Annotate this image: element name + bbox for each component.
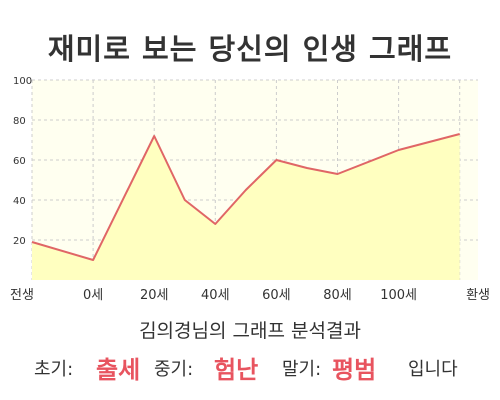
y-tick-label: 20 — [13, 236, 26, 247]
late-label: 말기: — [282, 359, 322, 380]
x-tick-label: 40세 — [201, 288, 230, 303]
mid-value: 험난 — [214, 356, 259, 384]
analysis-subtitle: 김의경님의 그래프 분석결과 — [139, 320, 361, 342]
ending-text: 입니다 — [408, 359, 458, 380]
early-label: 초기: — [34, 359, 74, 380]
x-tick-label: 80세 — [323, 288, 352, 303]
x-tick-label: 100세 — [380, 288, 417, 303]
y-axis-ticks: 20 40 60 80 100 — [13, 76, 32, 247]
x-tick-label: 0세 — [83, 288, 103, 303]
early-value: 출세 — [96, 356, 141, 384]
y-tick-label: 60 — [13, 156, 26, 167]
series-line — [31, 133, 460, 261]
analysis-result: 초기: 출세 중기: 험난 말기: 평범 입니다 — [0, 345, 500, 385]
y-tick-label: 80 — [13, 116, 26, 127]
y-tick-label: 40 — [13, 196, 26, 207]
chart-title: 재미로 보는 당신의 인생 그래프 — [47, 32, 453, 66]
mid-label: 중기: — [154, 359, 194, 380]
x-tick-label: 전생 — [10, 288, 34, 303]
x-tick-label: 환생 — [466, 288, 490, 303]
x-tick-label: 20세 — [140, 288, 169, 303]
series-area-fill — [32, 134, 460, 280]
late-value: 평범 — [332, 356, 377, 384]
y-tick-label: 100 — [13, 76, 32, 87]
x-axis-ticks: 전생 0세 20세 40세 60세 80세 100세 환생 — [10, 288, 490, 303]
x-tick-label: 60세 — [262, 288, 291, 303]
